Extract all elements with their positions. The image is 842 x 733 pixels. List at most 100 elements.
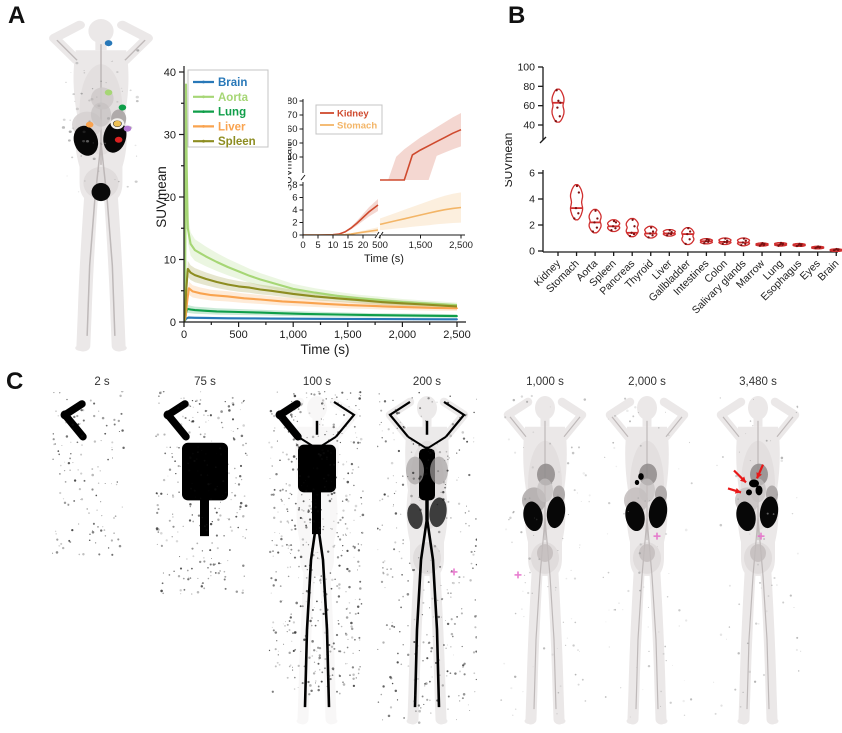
tac-legend: Brain Aorta Lung Liver Spleen — [187, 69, 269, 148]
svg-text:Brain: Brain — [816, 258, 842, 284]
body-scan-200s — [377, 391, 477, 729]
kidneys — [407, 497, 447, 530]
svg-text:Liver: Liver — [218, 121, 246, 133]
body-s3480-svg — [713, 395, 802, 725]
inset-xlabel: Time (s) — [364, 253, 404, 265]
svg-text:0: 0 — [292, 230, 297, 241]
violin-shape — [644, 225, 658, 239]
kidneys — [625, 496, 668, 532]
svg-text:Lung: Lung — [218, 107, 246, 119]
violin-shape — [588, 208, 602, 234]
speckle — [377, 391, 477, 724]
pink-marker — [514, 571, 522, 579]
svg-text:2,500: 2,500 — [449, 240, 473, 251]
injection-arm — [60, 400, 87, 441]
bladder — [639, 544, 655, 562]
panel-a-body-svg — [49, 19, 153, 352]
tac-axes — [179, 66, 466, 327]
speckle — [268, 391, 365, 696]
svg-text:80: 80 — [523, 81, 535, 93]
injection-arm — [163, 400, 190, 441]
svg-text:Kidney: Kidney — [337, 109, 369, 120]
organ-markers — [85, 40, 132, 143]
svg-text:0: 0 — [181, 329, 187, 341]
svg-text:2: 2 — [292, 218, 297, 229]
spleen-marker — [123, 125, 132, 132]
stage-label-2000s: 2,000 s — [628, 376, 666, 388]
bladder — [750, 544, 766, 562]
violin-shape — [569, 184, 584, 221]
body-s200-svg — [377, 391, 477, 725]
svg-text:40: 40 — [523, 120, 535, 132]
stage-label-100s: 100 s — [302, 376, 332, 388]
speckle — [500, 394, 591, 716]
svg-text:20: 20 — [358, 240, 369, 251]
body-s2000-svg — [602, 395, 693, 725]
body-scan-2s — [52, 391, 152, 729]
violin-shape — [681, 226, 695, 246]
violin-chart-svg: 4060801000246SUVmeanKidneyStomachAortaSp… — [505, 62, 842, 316]
pink-marker — [450, 568, 458, 576]
violin-shape — [551, 88, 565, 123]
tac-ylabel: SUVmean — [156, 166, 169, 228]
stomach-marker-ring — [110, 118, 125, 130]
stage-label-200s: 200 s — [412, 376, 442, 388]
svg-text:60: 60 — [288, 124, 298, 135]
svg-text:70: 70 — [288, 110, 298, 121]
body-scan-1000s — [495, 391, 595, 729]
panel-b-violin-chart: 40 60 80 100 0 2 4 6 SUVmean Kidney Stomach Aorta Sp… — [505, 62, 842, 352]
stage-label-2s: 2 s — [94, 376, 110, 388]
panel-b-label: B — [508, 2, 526, 29]
pink-marker — [653, 532, 661, 540]
svg-text:6: 6 — [529, 168, 535, 180]
svg-text:Spleen: Spleen — [218, 136, 256, 148]
panel-a-tac-chart: 0 10 20 30 40 0 500 1,000 1,500 2,000 2,500 Time (s… — [156, 58, 490, 360]
mediastinum — [419, 448, 435, 501]
svg-text:10: 10 — [164, 255, 176, 267]
svg-text:1,000: 1,000 — [279, 329, 307, 341]
svg-text:4: 4 — [529, 194, 535, 206]
panel-a-inset-chart: 0 5 10 15 20 500 1,500 2,500 0 2 4 6 8 40 50 60 70 80 Time… — [288, 96, 488, 266]
vessel-tree — [278, 401, 356, 708]
svg-text:1,500: 1,500 — [334, 329, 362, 341]
pink-marker — [757, 532, 765, 540]
liver-marker — [85, 121, 94, 128]
inset-series — [303, 113, 462, 235]
tac-lines — [184, 83, 458, 322]
speckle — [713, 397, 802, 715]
violin-axes — [538, 66, 838, 253]
svg-text:2: 2 — [529, 220, 535, 232]
body-s75-svg — [155, 391, 248, 595]
body-s1000-svg — [500, 394, 591, 725]
inset-ylabel: SUVmean — [288, 143, 295, 191]
body-scan-100s — [267, 391, 367, 729]
body-scan-2000s — [597, 391, 697, 729]
svg-text:5: 5 — [315, 240, 320, 251]
svg-text:2,000: 2,000 — [389, 329, 417, 341]
svg-text:Stomach: Stomach — [337, 121, 377, 132]
body-s2-svg — [52, 391, 125, 556]
speckle — [155, 391, 248, 595]
stage-label-75s: 75 s — [194, 376, 216, 388]
svg-text:100: 100 — [517, 62, 535, 74]
inset-chart-svg: 0 5 10 15 20 500 1,500 2,500024684050607080Time… — [288, 96, 488, 266]
svg-text:15: 15 — [343, 240, 354, 251]
body-scan-75s — [155, 391, 255, 729]
speckle — [52, 391, 125, 556]
inset-axes — [299, 99, 465, 239]
svg-text:30: 30 — [164, 130, 176, 142]
svg-text:2,500: 2,500 — [443, 329, 471, 341]
stage-label-1000s: 1,000 s — [526, 376, 564, 388]
lung-marker — [118, 104, 127, 111]
bladder — [91, 182, 111, 202]
kidney-marker — [114, 136, 123, 143]
aorta-marker — [104, 89, 113, 96]
stage-label-3480s: 3,480 s — [739, 376, 777, 388]
svg-text:80: 80 — [288, 96, 298, 107]
panel-a-label: A — [8, 2, 26, 29]
red-arrows — [727, 464, 765, 494]
svg-text:0: 0 — [529, 246, 535, 258]
